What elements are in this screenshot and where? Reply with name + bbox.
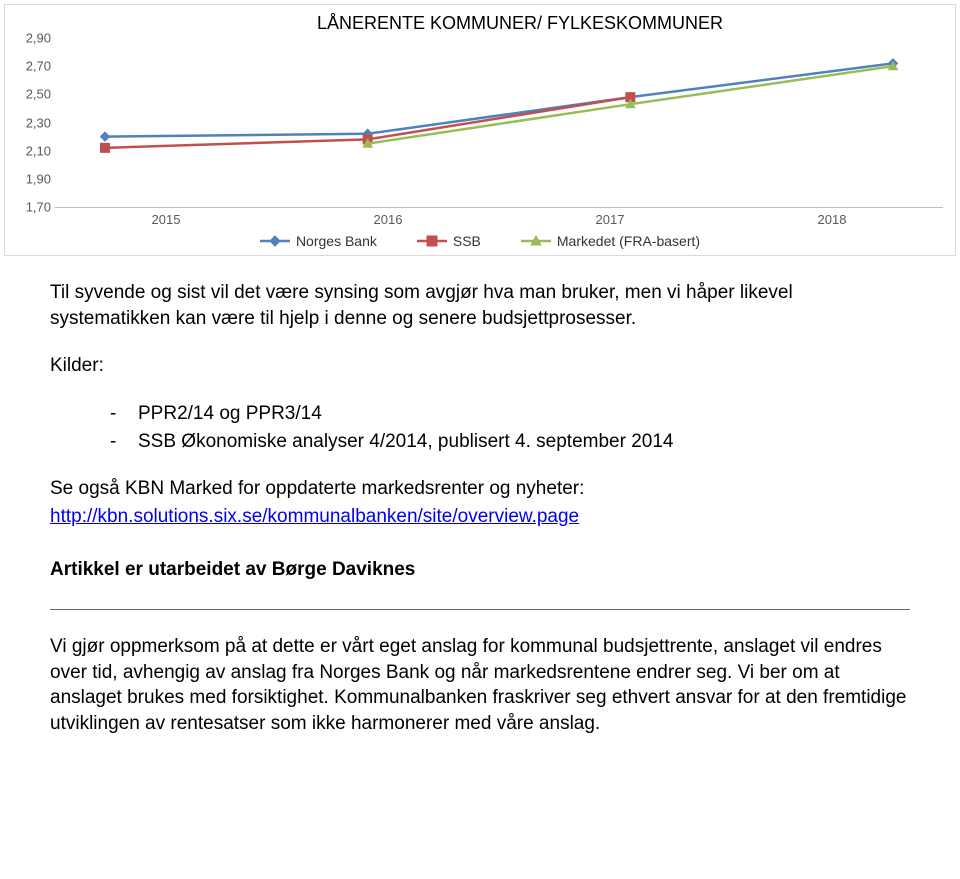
y-tick-label: 2,10 <box>26 143 51 158</box>
source-text: PPR2/14 og PPR3/14 <box>138 401 322 427</box>
paragraph-intro: Til syvende og sist vil det være synsing… <box>50 280 910 331</box>
x-tick-label: 2016 <box>277 212 499 227</box>
legend-marker-icon <box>417 234 447 248</box>
disclaimer-text: Vi gjør oppmerksom på at dette er vårt e… <box>50 634 910 737</box>
dash-bullet: - <box>110 401 138 427</box>
chart-area: 1,701,902,102,302,502,702,90 <box>17 38 943 208</box>
chart-container: LÅNERENTE KOMMUNER/ FYLKESKOMMUNER 1,70 1… <box>4 4 956 256</box>
x-tick-label: 2015 <box>55 212 277 227</box>
legend-label: SSB <box>453 233 481 249</box>
legend-marker-icon <box>521 234 551 248</box>
y-axis: 1,701,902,102,302,502,702,90 <box>17 38 55 208</box>
dash-bullet: - <box>110 429 138 455</box>
y-tick-label: 1,70 <box>26 200 51 215</box>
article-body: Til syvende og sist vil det være synsing… <box>0 256 960 767</box>
y-tick-label: 2,50 <box>26 87 51 102</box>
legend-item: Norges Bank <box>260 233 377 249</box>
source-link[interactable]: http://kbn.solutions.six.se/kommunalbank… <box>50 504 910 530</box>
legend-label: Norges Bank <box>296 233 377 249</box>
chart-legend: Norges Bank SSB Markedet (FRA-basert) <box>17 233 943 249</box>
author-line: Artikkel er utarbeidet av Børge Daviknes <box>50 557 910 583</box>
legend-label: Markedet (FRA-basert) <box>557 233 700 249</box>
sources-heading: Kilder: <box>50 353 910 379</box>
author-prefix: Artikkel er utarbeidet av <box>50 559 272 580</box>
separator <box>50 609 910 610</box>
y-tick-label: 1,90 <box>26 171 51 186</box>
source-item: - SSB Økonomiske analyser 4/2014, publis… <box>110 429 910 455</box>
chart-svg <box>55 38 943 207</box>
author-name: Børge Daviknes <box>272 559 416 580</box>
see-also-text: Se også KBN Marked for oppdaterte marked… <box>50 476 910 502</box>
y-tick-label: 2,70 <box>26 59 51 74</box>
sources-list: - PPR2/14 og PPR3/14 - SSB Økonomiske an… <box>50 401 910 454</box>
legend-marker-icon <box>260 234 290 248</box>
y-tick-label: 2,30 <box>26 115 51 130</box>
source-item: - PPR2/14 og PPR3/14 <box>110 401 910 427</box>
legend-item: Markedet (FRA-basert) <box>521 233 700 249</box>
chart-title: LÅNERENTE KOMMUNER/ FYLKESKOMMUNER <box>97 13 943 34</box>
y-tick-label: 2,90 <box>26 31 51 46</box>
x-tick-label: 2017 <box>499 212 721 227</box>
x-tick-label: 2018 <box>721 212 943 227</box>
legend-item: SSB <box>417 233 481 249</box>
chart-plot <box>55 38 943 208</box>
x-axis-labels: 2015201620172018 <box>55 212 943 227</box>
source-text: SSB Økonomiske analyser 4/2014, publiser… <box>138 429 673 455</box>
